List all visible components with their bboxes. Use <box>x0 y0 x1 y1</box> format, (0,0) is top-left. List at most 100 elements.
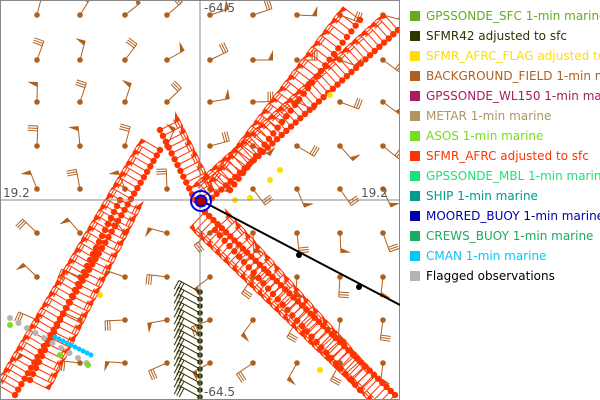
sfmr-barb-feather <box>61 263 68 273</box>
sfmr-obs-dot <box>218 225 226 232</box>
sfmr-barb-pennant <box>263 250 270 262</box>
sfmr-barb-feather <box>273 269 281 278</box>
lon-label-bottom: -64.5 <box>204 385 235 399</box>
sfmr-barb-staff <box>168 137 189 148</box>
sfmr-obs-dot <box>277 282 285 289</box>
sfmr-obs-dot <box>348 28 355 35</box>
sfmr-barb-feather <box>370 17 379 25</box>
legend-label: SFMR_AFRC adjusted to sfc <box>426 149 589 163</box>
legend-item[interactable]: GPSSONDE_SFC 1-min marine <box>410 8 600 24</box>
sfmr-obs-dot <box>41 346 49 354</box>
background-barb-staff <box>338 276 341 297</box>
sfmr42-barb-feather <box>173 280 180 290</box>
cman-obs-dot <box>88 352 94 358</box>
sfmr-barb-staff <box>345 358 363 375</box>
sfmr42-barb-feather <box>173 385 180 395</box>
background-barb-feather <box>125 41 135 49</box>
sfmr-barb-feather <box>238 223 247 232</box>
legend-item[interactable]: METAR 1-min marine <box>410 108 551 124</box>
sfmr-barb-feather <box>117 179 124 189</box>
sfmr-barb-feather <box>79 313 86 323</box>
sfmr42-barb-staff <box>178 357 201 370</box>
sfmr-barb-pennant <box>26 323 37 333</box>
cman-obs-dot <box>60 338 66 344</box>
legend-item[interactable]: SFMR42 adjusted to sfc <box>410 28 567 44</box>
background-barb-feather <box>286 336 296 343</box>
sfmr-barb-staff <box>216 170 235 185</box>
background-barb-feather <box>150 275 153 286</box>
background-barb-feather <box>172 82 181 91</box>
sfmr-barb-feather <box>132 143 139 154</box>
sfmr-obs-dot <box>131 190 138 197</box>
sfmr-obs-dot <box>71 286 79 294</box>
sfmr-barb-staff <box>320 34 339 49</box>
sfmr-barb-staff <box>243 246 261 263</box>
sfmr-barb-feather <box>78 244 85 254</box>
sfmr-barb-feather <box>360 365 368 374</box>
sfmr-barb-staff <box>259 113 278 129</box>
sfmr-barb-feather <box>192 153 199 163</box>
legend-item[interactable]: MOORED_BUOY 1-min marine <box>410 208 600 224</box>
legend-item[interactable]: GPSSONDE_WL150 1-min marine <box>410 88 600 104</box>
sfmr-obs-dot <box>311 102 318 109</box>
background-barb-staff <box>147 274 168 278</box>
wind-analysis-map[interactable]: -64.5 -64.5 19.2 19.2 <box>0 0 400 400</box>
sfmr-obs-dot <box>26 376 34 384</box>
legend-label: CREWS_BUOY 1-min marine <box>426 229 594 243</box>
sfmr-barb-staff <box>359 34 376 52</box>
sfmr-obs-dot <box>210 216 217 224</box>
legend-item[interactable]: Flagged observations <box>410 268 555 284</box>
legend-item[interactable]: SFMR_AFRC_FLAG adjusted to sfc <box>410 48 600 64</box>
sfmr42-barb-staff <box>178 280 201 293</box>
sfmr-barb-feather <box>312 312 320 321</box>
sfmr-barb-feather <box>136 146 143 156</box>
sfmr-barb-feather <box>225 216 233 225</box>
background-barb-pennant <box>147 322 153 334</box>
sfmr-barb-pennant <box>68 332 79 342</box>
sfmr-obs-dot <box>352 22 359 29</box>
sfmr-obs-dot <box>387 387 394 395</box>
sfmr-obs-dot <box>293 317 301 324</box>
legend-item[interactable]: CMAN 1-min marine <box>410 248 546 264</box>
background-barb-pennant <box>121 79 132 88</box>
sfmr-obs-dot <box>283 127 290 134</box>
sfmr-barb-feather <box>304 299 312 309</box>
legend-item[interactable]: SFMR_AFRC adjusted to sfc <box>410 148 589 164</box>
sfmr-barb-feather <box>42 296 49 306</box>
sfmr-barb-feather <box>323 23 330 32</box>
sfmr-barb-staff <box>5 367 25 380</box>
sfmr-barb-feather <box>306 298 314 307</box>
sfmr-barb-staff <box>252 272 269 290</box>
sfmr-obs-dot <box>256 261 264 269</box>
sfmr-obs-dot <box>318 344 325 351</box>
sfmr-barb-feather <box>366 390 375 399</box>
sfmr-barb-staff <box>301 310 319 327</box>
storm-center-icon[interactable] <box>190 190 212 212</box>
legend-item[interactable]: SHIP 1-min marine <box>410 188 538 204</box>
sfmr-barb-feather <box>103 265 110 275</box>
background-barb-staff <box>22 262 38 278</box>
sfmr-barb-feather <box>87 220 94 230</box>
sfmr42-barb-staff <box>178 350 201 363</box>
sfmr-barb-pennant <box>338 47 350 54</box>
sfmr-barb-staff <box>303 57 322 72</box>
legend-item[interactable]: CREWS_BUOY 1-min marine <box>410 228 593 244</box>
sfmr-obs-dot <box>29 370 37 378</box>
sfmr-obs-dot <box>343 33 351 41</box>
sfmr-barb-feather <box>227 147 235 157</box>
sfmr-barb-staff <box>362 378 379 395</box>
sfmr42-barb-feather <box>173 308 180 318</box>
flagged-obs-dot <box>7 315 13 321</box>
sfmr-barb-pennant <box>231 264 240 276</box>
sfmr-barb-pennant <box>104 260 115 270</box>
sfmr-barb-pennant <box>272 261 280 273</box>
sfmr-barb-feather <box>212 160 221 168</box>
sfmr-obs-dot <box>357 60 364 67</box>
sfmr-obs-dot <box>171 155 178 163</box>
legend-item[interactable]: ASOS 1-min marine <box>410 128 543 144</box>
sfmr-barb-feather <box>323 321 332 330</box>
legend-item[interactable]: BACKGROUND_FIELD 1-min marine <box>410 68 600 84</box>
legend-item[interactable]: GPSSONDE_MBL 1-min marine <box>410 168 600 184</box>
sfmr-barb-feather <box>362 394 370 400</box>
sfmr-barb-staff <box>272 278 290 295</box>
